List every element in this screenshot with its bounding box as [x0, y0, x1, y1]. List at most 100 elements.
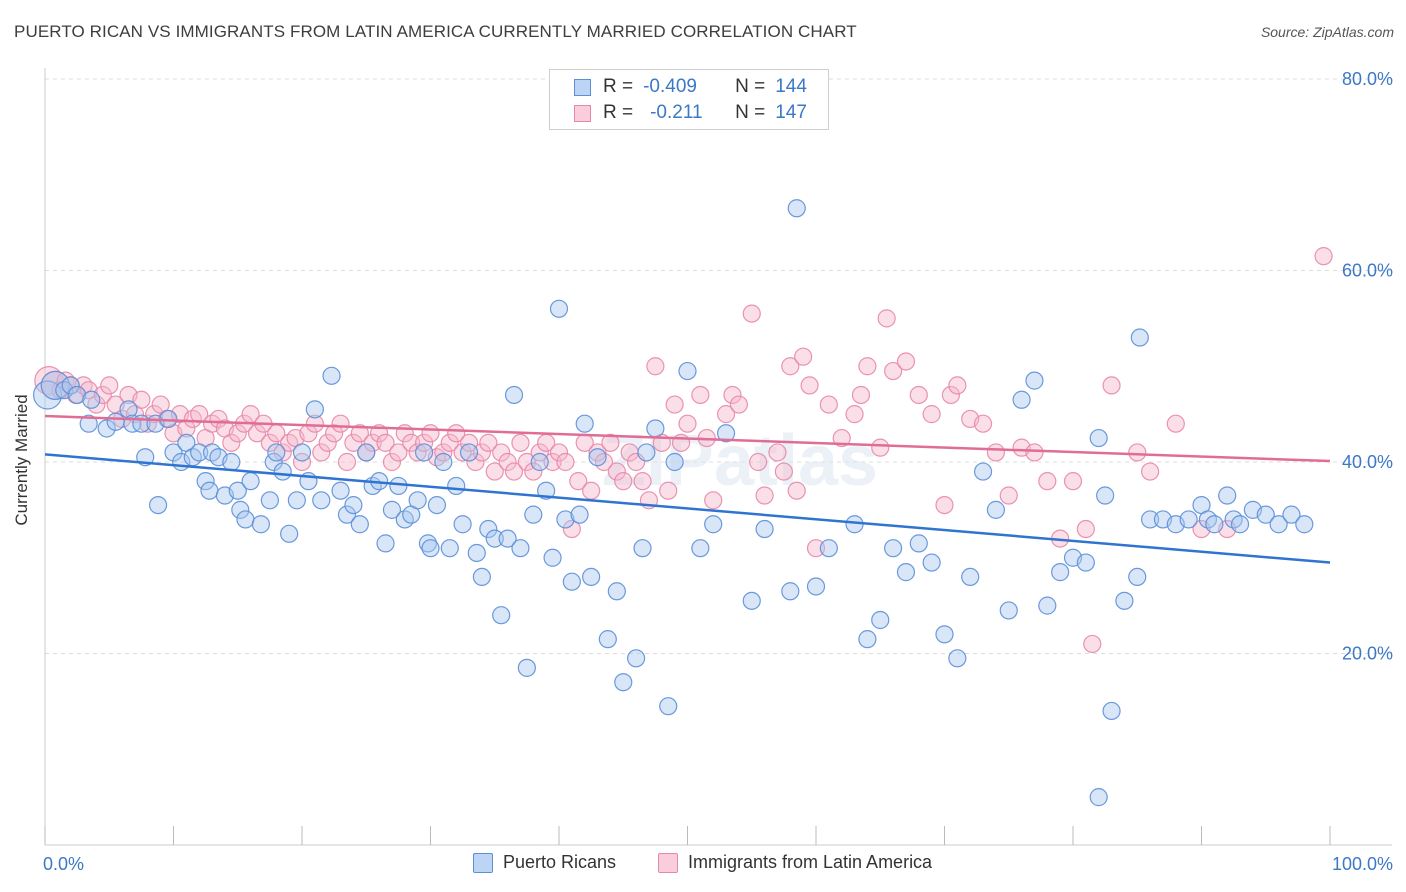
immigrants-point	[132, 390, 151, 409]
puerto-rican-point	[389, 476, 408, 496]
immigrants-point	[781, 357, 800, 376]
immigrants-point	[1102, 376, 1121, 395]
puerto-rican-point	[1076, 553, 1095, 572]
puerto-rican-point	[421, 539, 440, 558]
puerto-rican-point	[427, 495, 447, 515]
puerto-rican-point	[344, 495, 363, 515]
puerto-rican-point	[755, 519, 774, 539]
puerto-rican-point	[742, 591, 761, 610]
chart-title: PUERTO RICAN VS IMMIGRANTS FROM LATIN AM…	[14, 22, 857, 41]
puerto-rican-point	[447, 476, 466, 496]
puerto-rican-point	[588, 448, 607, 467]
immigrants-trend-line	[44, 414, 1331, 463]
puerto-rican-point	[376, 534, 395, 553]
immigrants-point	[549, 443, 569, 462]
immigrants-point	[453, 443, 472, 462]
puerto-rican-point	[61, 376, 80, 395]
immigrants-point	[382, 452, 402, 472]
puerto-rican-point	[556, 510, 575, 529]
immigrants-point	[948, 376, 967, 395]
immigrants-point	[376, 433, 395, 452]
puerto-rican-point	[819, 539, 838, 558]
puerto-rican-point	[1025, 371, 1044, 390]
y-tick-label: 60.0%	[1342, 261, 1393, 281]
puerto-rican-point	[32, 380, 63, 410]
immigrants-point	[492, 443, 511, 462]
puerto-rican-point	[1205, 515, 1224, 534]
puerto-rican-point	[190, 443, 209, 462]
immigrants-point	[459, 433, 479, 452]
puerto-rican-point	[331, 481, 350, 500]
immigrants-point	[100, 376, 119, 395]
puerto-rican-point	[806, 577, 826, 596]
puerto-rican-point	[935, 625, 954, 644]
immigrants-point	[1314, 247, 1333, 266]
puerto-rican-point	[570, 505, 589, 524]
tick-labels: 20.0% 40.0% 60.0% 80.0% 0.0% 100.0%	[43, 69, 1393, 874]
puerto-rican-point	[922, 553, 941, 572]
puerto-rican-point	[82, 390, 101, 409]
immigrants-point	[755, 486, 774, 505]
immigrants-point	[659, 481, 678, 500]
puerto-rican-point	[637, 443, 656, 462]
puerto-rican-point	[909, 534, 928, 553]
puerto-rican-point	[1295, 515, 1314, 534]
immigrants-point	[569, 472, 588, 491]
puerto-rican-trend-line	[44, 453, 1331, 564]
puerto-rican-point	[418, 534, 438, 553]
immigrants-point	[871, 438, 890, 457]
immigrants-point	[228, 424, 247, 443]
immigrants-point	[434, 443, 453, 462]
puerto-rican-point	[467, 543, 486, 563]
puerto-rican-point	[530, 452, 549, 472]
puerto-rican-point	[79, 414, 98, 433]
immigrants-point	[742, 304, 761, 323]
puerto-rican-point	[582, 567, 601, 587]
y-tick-label: 20.0%	[1342, 644, 1393, 664]
immigrants-point	[678, 414, 697, 433]
puerto-rican-point	[350, 515, 369, 534]
puerto-rican-point	[607, 582, 626, 601]
legend-item-puerto-ricans: Puerto Ricans	[473, 852, 616, 873]
immigrants-point	[440, 433, 459, 452]
immigrants-point	[922, 405, 941, 424]
immigrants-point	[447, 424, 466, 443]
immigrants-point	[665, 395, 684, 414]
puerto-rican-point	[626, 649, 646, 668]
legend-n-label: N =	[735, 102, 766, 123]
immigrants-point	[723, 385, 742, 405]
puerto-rican-point	[1128, 567, 1147, 587]
puerto-rican-point	[492, 606, 511, 625]
puerto-rican-point	[883, 539, 903, 558]
immigrants-point	[1128, 443, 1147, 462]
immigrants-point	[350, 424, 369, 443]
y-tick-label: 40.0%	[1342, 452, 1393, 472]
legend-swatch-pink	[574, 104, 591, 122]
immigrants-point	[247, 424, 267, 443]
puerto-rican-point	[241, 472, 260, 491]
puerto-rican-point	[382, 500, 402, 519]
puerto-rican-point	[1269, 515, 1288, 534]
legend-swatch-pink	[658, 852, 678, 873]
puerto-rican-point	[408, 491, 427, 510]
immigrants-point	[607, 462, 626, 481]
puerto-rican-point	[1089, 788, 1108, 807]
immigrants-point	[517, 452, 536, 472]
puerto-rican-point	[633, 539, 652, 558]
immigrants-point	[601, 433, 620, 452]
puerto-rican-point	[1140, 510, 1160, 529]
puerto-rican-point	[517, 658, 536, 677]
puerto-rican-point	[479, 519, 498, 539]
immigrants-point	[1076, 519, 1095, 539]
puerto-rican-point	[414, 443, 434, 462]
immigrants-point	[729, 395, 749, 414]
legend-item-immigrants: Immigrants from Latin America	[658, 852, 932, 873]
immigrants-point	[973, 414, 993, 433]
immigrants-point	[1025, 443, 1044, 462]
legend-row-pink: R = -0.211 N = 147	[574, 101, 807, 125]
immigrants-point	[858, 357, 877, 376]
puerto-rican-point	[961, 567, 980, 587]
puerto-rican-point	[1179, 510, 1198, 529]
legend-row-blue: R = -0.409 N = 144	[574, 75, 807, 99]
legend-label: Puerto Ricans	[503, 852, 617, 872]
